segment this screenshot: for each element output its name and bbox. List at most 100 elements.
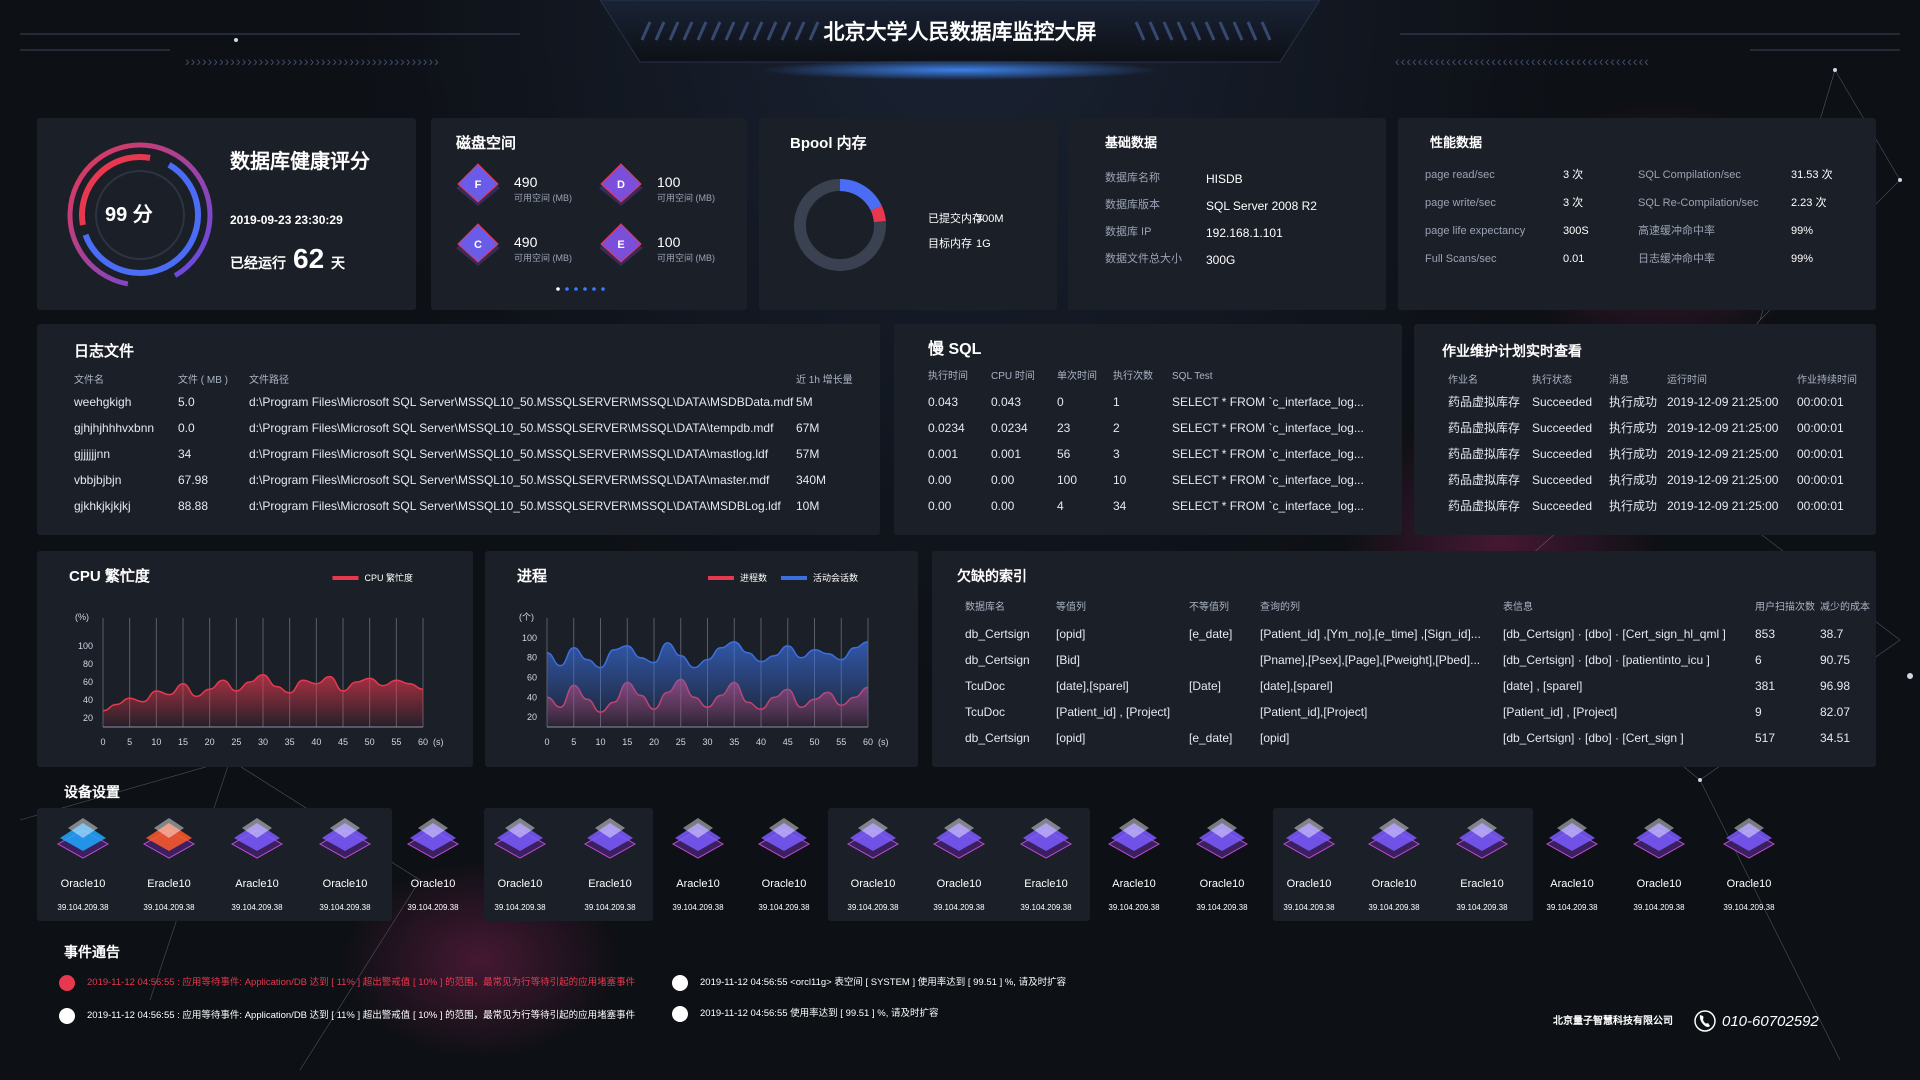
basic-label: 数据文件总大小 xyxy=(1105,253,1182,265)
series-area xyxy=(547,641,868,727)
device-name: Eracle10 xyxy=(1460,878,1503,890)
perf-value: 2.23 次 xyxy=(1791,197,1827,209)
table-header: 近 1h 增长量 xyxy=(796,375,853,386)
table-header: 文件名 xyxy=(74,375,104,386)
table-header: 文件 ( MB ) xyxy=(178,375,228,386)
svg-text:‹‹‹‹‹‹‹‹‹‹‹‹‹‹‹‹‹‹‹‹‹‹‹‹‹‹‹‹‹‹: ‹‹‹‹‹‹‹‹‹‹‹‹‹‹‹‹‹‹‹‹‹‹‹‹‹‹‹‹‹‹‹‹‹‹‹‹‹‹‹‹… xyxy=(1395,53,1650,69)
device-icon-top xyxy=(769,818,799,838)
perf-value: 99% xyxy=(1791,225,1814,237)
pager-dot xyxy=(601,287,605,291)
health-panel: 99 分 数据库健康评分 2019-09-23 23:30:29 已经运行 62 天 xyxy=(37,118,416,310)
x-axis-label: (s) xyxy=(878,737,889,747)
x-tick-label: 0 xyxy=(100,737,105,747)
x-tick-label: 60 xyxy=(418,737,428,747)
table-cell: 23 xyxy=(1057,421,1071,435)
disk-icons: F D C E xyxy=(456,163,643,291)
legend-swatch xyxy=(780,576,807,580)
device-name: Oracle10 xyxy=(411,878,456,890)
table-cell: 57M xyxy=(796,447,820,461)
device-icon-top xyxy=(1379,818,1409,838)
device-name: Oracle10 xyxy=(851,878,896,890)
table-cell: 0.00 xyxy=(928,473,952,487)
y-tick-label: 60 xyxy=(527,673,537,683)
device-icon-top xyxy=(505,818,535,838)
perf-label: 日志缓冲命中率 xyxy=(1638,253,1715,265)
table-cell: 10 xyxy=(1113,473,1127,487)
disk-label: 可用空间 (MB) xyxy=(657,193,715,203)
device-icon-top xyxy=(1467,818,1497,838)
panel-title: 日志文件 xyxy=(74,343,135,360)
table-cell: 5M xyxy=(796,395,813,409)
table-cell: 药品虚拟库存 xyxy=(1448,395,1521,409)
table-header: 作业名 xyxy=(1448,375,1478,386)
table-header: 表信息 xyxy=(1503,602,1533,613)
disk-drive: F xyxy=(475,179,482,191)
table-cell: 88.88 xyxy=(178,499,209,513)
table-cell: [db_Certsign] · [dbo] · [Cert_sign_hl_qm… xyxy=(1503,627,1726,641)
table-cell: 00:00:01 xyxy=(1797,421,1844,435)
line-chart: CPU 繁忙度 (%) (s) 20 40 60 80 100 0 5 10 15 20 25 30 35 40… xyxy=(69,567,444,747)
event-text: 2019-11-12 04:56:55 : 应用等待事件: Applicatio… xyxy=(87,977,636,988)
device-icon-top xyxy=(1031,818,1061,838)
device-ip: 39.104.209.38 xyxy=(407,903,459,912)
table-cell: 56 xyxy=(1057,447,1071,461)
y-tick-label: 60 xyxy=(83,677,93,687)
table-cell: TcuDoc xyxy=(965,679,1006,693)
table-cell: [opid] xyxy=(1056,627,1086,641)
table-cell: 6 xyxy=(1755,653,1762,667)
table-cell: 执行成功 xyxy=(1609,421,1658,435)
bpool-label: 已提交内存 xyxy=(928,213,983,225)
table-header: 用户扫描次数 xyxy=(1755,602,1815,613)
perf-label: Full Scans/sec xyxy=(1425,253,1497,265)
disk-value: 100 xyxy=(657,234,681,250)
x-tick-label: 45 xyxy=(338,737,348,747)
x-tick-label: 20 xyxy=(649,737,659,747)
event-bullet xyxy=(59,975,75,991)
device-icon-top xyxy=(1207,818,1237,838)
device-icon-top xyxy=(330,818,360,838)
device-icon-mid xyxy=(1286,823,1332,851)
series-area xyxy=(103,674,423,727)
disk-label: 可用空间 (MB) xyxy=(514,253,572,263)
x-tick-label: 25 xyxy=(676,737,686,747)
device-icon-top xyxy=(858,818,888,838)
table-cell: gjjjjjjnn xyxy=(74,447,111,461)
table-cell: 0.00 xyxy=(928,499,952,513)
panel-title: 性能数据 xyxy=(1430,135,1483,150)
table-cell: 执行成功 xyxy=(1609,447,1658,461)
table-header: 等值列 xyxy=(1056,602,1086,613)
table-cell: 96.98 xyxy=(1820,679,1851,693)
table-cell: weehgkigh xyxy=(74,395,132,409)
table-header: 文件路径 xyxy=(249,375,289,386)
device-icon-top xyxy=(1294,818,1324,838)
device-ip: 39.104.209.38 xyxy=(758,903,810,912)
footer-company: 北京量子智慧科技有限公司 xyxy=(1553,1016,1673,1027)
table-cell: Succeeded xyxy=(1532,499,1593,513)
device-ip: 39.104.209.38 xyxy=(1020,903,1072,912)
device-ip: 39.104.209.38 xyxy=(584,903,636,912)
table-cell: Succeeded xyxy=(1532,447,1593,461)
basic-label: 数据库版本 xyxy=(1105,199,1160,211)
device-ip: 39.104.209.38 xyxy=(1108,903,1160,912)
device-name: Eracle10 xyxy=(1024,878,1067,890)
device-icon-mid xyxy=(410,823,456,851)
donut-used xyxy=(839,179,882,211)
table-cell: 执行成功 xyxy=(1609,395,1658,409)
bpool-value: 300M xyxy=(976,213,1004,225)
table-cell: 2019-12-09 21:25:00 xyxy=(1667,395,1779,409)
table-cell: 执行成功 xyxy=(1609,473,1658,487)
x-tick-label: 20 xyxy=(205,737,215,747)
run-days: 62 xyxy=(293,243,325,274)
disk-icon xyxy=(457,163,499,203)
device-icon-mid xyxy=(936,823,982,851)
table-cell: [Pname],[Psex],[Page],[Pweight],[Pbed]..… xyxy=(1260,653,1481,667)
device-name: Oracle10 xyxy=(762,878,807,890)
event-text: 2019-11-12 04:56:55 <orcl11g> 表空间 [ SYST… xyxy=(700,977,1067,988)
gauge-core xyxy=(95,170,185,260)
table-cell: [Patient_id] ,[Ym_no],[e_time] ,[Sign_id… xyxy=(1260,627,1481,641)
table-cell: SELECT * FROM `c_interface_log... xyxy=(1172,473,1364,487)
table-cell: 00:00:01 xyxy=(1797,447,1844,461)
health-score: 99 分 xyxy=(105,204,153,226)
device-name: Oracle10 xyxy=(1727,878,1772,890)
basic-label: 数据库名称 xyxy=(1105,172,1160,184)
